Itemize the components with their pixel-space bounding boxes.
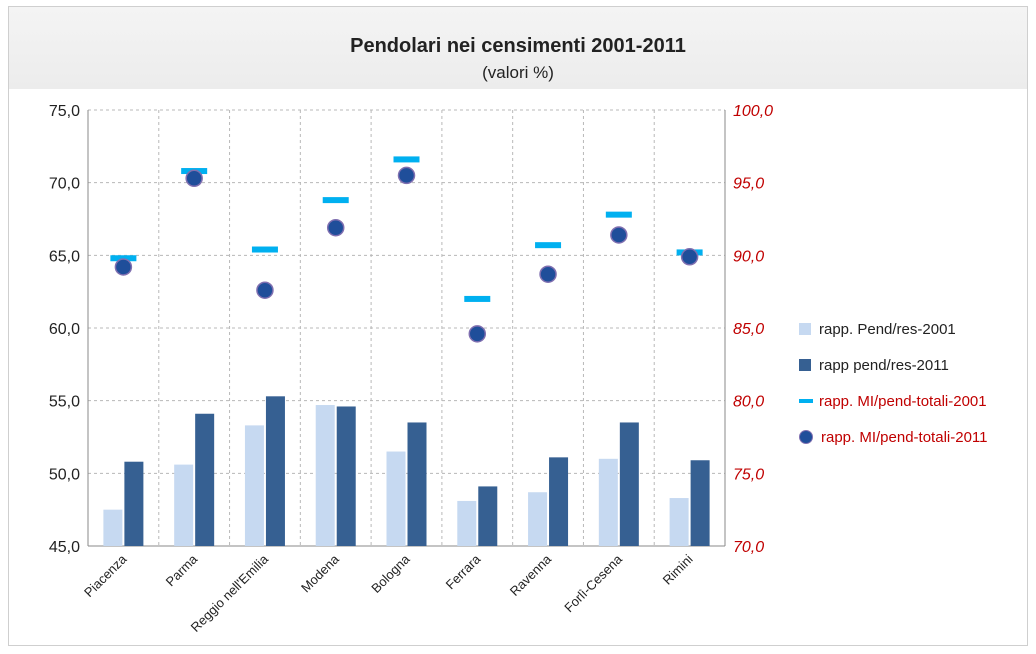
y-right-tick-label: 80,0 xyxy=(733,394,764,411)
x-tick-label-piacenza: Piacenza xyxy=(81,551,130,600)
bar-pend-res-2001-ravenna xyxy=(528,492,548,546)
x-tick-label-modena: Modena xyxy=(298,551,342,595)
y-right-tick-label: 75,0 xyxy=(733,466,764,483)
bar-pend-res-2011-parma xyxy=(195,413,215,546)
marker-mi-pend-2011-forli-cesena xyxy=(610,226,628,244)
marker-mi-pend-2001-ferrara xyxy=(464,295,491,302)
legend-label-pend-res-2001: rapp. Pend/res-2001 xyxy=(819,320,956,338)
bar-pend-res-2001-forli-cesena xyxy=(598,458,618,546)
title-band: Pendolari nei censimenti 2001-2011 (valo… xyxy=(9,7,1027,89)
legend-label-mi-pend-2001: rapp. MI/pend-totali-2001 xyxy=(819,392,987,410)
chart-title: Pendolari nei censimenti 2001-2011 xyxy=(350,35,686,57)
marker-mi-pend-2011-parma xyxy=(185,169,203,188)
bar-pend-res-2011-piacenza xyxy=(124,461,144,546)
x-tick-label-forli-cesena: Forlì-Cesena xyxy=(561,551,625,615)
bar-pend-res-2011-rimini xyxy=(690,460,710,546)
bar-pend-res-2011-ferrara xyxy=(478,486,498,546)
bar-pend-res-2011-reggio-nell-emilia xyxy=(265,396,285,546)
chart-frame: Pendolari nei censimenti 2001-2011 (valo… xyxy=(8,6,1028,646)
marker-mi-pend-2001-bologna xyxy=(393,156,420,163)
x-tick-label-bologna: Bologna xyxy=(368,551,413,596)
bar-pend-res-2001-bologna xyxy=(386,451,406,546)
legend: rapp. Pend/res-2001 rapp pend/res-2011 r… xyxy=(799,311,988,455)
legend-label-pend-res-2011: rapp pend/res-2011 xyxy=(819,356,949,374)
y-right-tick-label: 85,0 xyxy=(733,321,764,338)
legend-dot-mi-pend-2011 xyxy=(799,430,813,444)
y-left-tick-label: 75,0 xyxy=(49,103,80,120)
y-left-tick-label: 60,0 xyxy=(49,321,80,338)
y-left-tick-label: 70,0 xyxy=(49,176,80,193)
y-right-tick-label: 90,0 xyxy=(733,248,764,265)
x-tick-label-reggio-nell-emilia: Reggio nell'Emilia xyxy=(188,551,272,635)
marker-mi-pend-2011-rimini xyxy=(680,248,699,266)
marker-mi-pend-2011-ferrara xyxy=(468,325,487,343)
legend-item-mi-pend-2011: rapp. MI/pend-totali-2011 xyxy=(799,419,988,455)
bar-pend-res-2001-piacenza xyxy=(103,509,123,546)
bar-pend-res-2011-forli-cesena xyxy=(619,422,639,546)
bar-pend-res-2011-ravenna xyxy=(549,457,569,546)
legend-item-pend-res-2011: rapp pend/res-2011 xyxy=(799,347,988,383)
legend-swatch-pend-res-2001 xyxy=(799,323,811,335)
bar-pend-res-2001-reggio-nell-emilia xyxy=(244,425,264,546)
y-right-tick-label: 100,0 xyxy=(733,103,773,120)
legend-dash-mi-pend-2001 xyxy=(799,399,813,403)
legend-label-mi-pend-2011: rapp. MI/pend-totali-2011 xyxy=(821,428,988,446)
y-left-tick-label: 55,0 xyxy=(49,394,80,411)
y-right-tick-label: 70,0 xyxy=(733,539,764,556)
marker-mi-pend-2001-forli-cesena xyxy=(605,211,632,218)
bar-pend-res-2001-ferrara xyxy=(457,500,477,546)
marker-mi-pend-2001-ravenna xyxy=(535,242,562,249)
bar-pend-res-2001-modena xyxy=(315,405,335,546)
y-left-tick-label: 50,0 xyxy=(49,466,80,483)
marker-mi-pend-2011-piacenza xyxy=(114,258,133,276)
chart-subtitle: (valori %) xyxy=(482,63,554,82)
y-right-tick-label: 95,0 xyxy=(733,176,764,193)
x-tick-label-parma: Parma xyxy=(163,551,201,589)
bar-pend-res-2001-parma xyxy=(174,464,194,546)
marker-mi-pend-2011-bologna xyxy=(397,166,416,185)
y-left-tick-label: 65,0 xyxy=(49,248,80,265)
x-tick-label-ferrara: Ferrara xyxy=(443,551,484,592)
marker-mi-pend-2001-modena xyxy=(322,197,349,204)
legend-item-pend-res-2001: rapp. Pend/res-2001 xyxy=(799,311,988,347)
legend-swatch-pend-res-2011 xyxy=(799,359,811,371)
legend-item-mi-pend-2001: rapp. MI/pend-totali-2001 xyxy=(799,383,988,419)
chart-plot: 45,0 50,0 55,0 60,0 65,0 70,0 75,0 70,0 75,0 80,0… xyxy=(49,103,773,635)
x-tick-label-rimini: Rimini xyxy=(660,551,696,587)
marker-mi-pend-2011-ravenna xyxy=(539,265,557,283)
bar-pend-res-2001-rimini xyxy=(669,498,689,546)
bar-pend-res-2011-bologna xyxy=(407,422,427,546)
marker-mi-pend-2011-modena xyxy=(326,218,345,237)
marker-mi-pend-2011-reggio-nell-emilia xyxy=(256,281,274,299)
x-tick-label-ravenna: Ravenna xyxy=(507,551,555,599)
bar-pend-res-2011-modena xyxy=(336,406,356,546)
marker-mi-pend-2001-reggio-nell-emilia xyxy=(251,246,278,253)
y-left-tick-label: 45,0 xyxy=(49,539,80,556)
